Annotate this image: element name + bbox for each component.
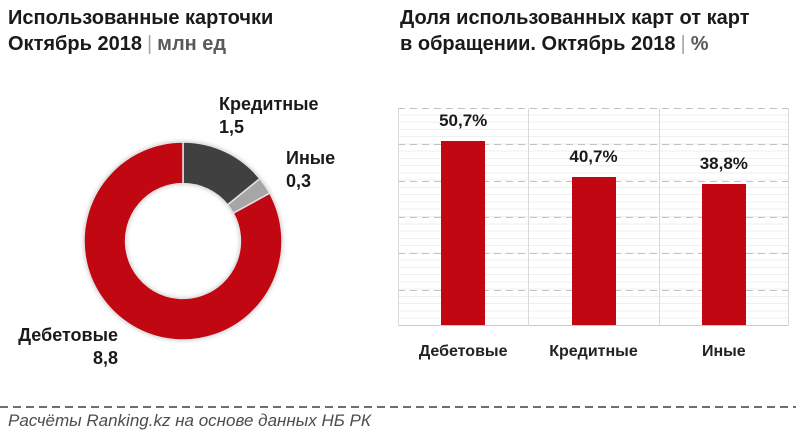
bar-value-label-дебетовые: 50,7% (439, 110, 488, 130)
left-chart-period: Октябрь 2018 (8, 33, 142, 55)
bar-chart-plot-area: 50,7% 40,7% 38,8% (398, 108, 789, 326)
donut-label-debit-value: 8,8 (92, 348, 118, 368)
donut-label-credit-name: Кредитные (219, 94, 319, 114)
category-label-дебетовые: Дебетовые (418, 343, 508, 360)
donut-label-credit-value: 1,5 (219, 117, 245, 137)
right-chart-unit: % (690, 33, 709, 55)
donut-label-debit: Дебетовые 8,8 (8, 324, 118, 370)
donut-label-credit: Кредитные 1,5 (219, 93, 319, 139)
right-chart-period: в обращении. Октябрь 2018 (400, 33, 676, 55)
left-chart-title-line2: Октябрь 2018 | млн ед (8, 31, 393, 57)
footer-source-note: Расчёты Ranking.kz на основе данных НБ Р… (8, 411, 371, 430)
right-chart-title: Доля использованных карт от карт в обращ… (400, 5, 796, 57)
major-gridline-60 (398, 108, 789, 109)
panel-border-3 (788, 108, 789, 326)
category-label-иные: Иные (701, 343, 746, 360)
donut-chart-svg (83, 141, 283, 341)
bar-chart-category-axis: Дебетовые Кредитные Иные (398, 343, 789, 363)
bar-value-label-кредитные: 40,7% (569, 147, 618, 167)
donut-label-debit-name: Дебетовые (18, 325, 118, 345)
left-title-separator: | (146, 33, 153, 55)
category-label-кредитные: Кредитные (549, 343, 638, 360)
bar-иные (701, 184, 746, 325)
left-chart-title-line1: Использованные карточки (8, 7, 274, 29)
left-chart-unit: млн ед (157, 33, 227, 55)
donut-label-other-value: 0,3 (286, 171, 312, 191)
left-chart-title: Использованные карточки Октябрь 2018 | млн… (8, 5, 393, 57)
panel-border-1 (528, 108, 530, 326)
donut-label-other-name: Иные (286, 148, 336, 168)
bar-value-label-иные: 38,8% (699, 154, 748, 174)
bar-дебетовые (441, 140, 486, 325)
right-chart-title-line2: в обращении. Октябрь 2018 |% (400, 31, 796, 57)
panel-border-2 (658, 108, 660, 326)
major-gridline-50 (398, 144, 789, 146)
donut-segment-дебетовые (83, 141, 283, 341)
footer-dashed-separator (0, 406, 796, 408)
right-chart-title-line1: Доля использованных карт от карт (400, 7, 750, 29)
donut-chart (73, 131, 293, 351)
x-axis-line (398, 325, 789, 326)
right-title-separator: | (680, 33, 686, 55)
bar-кредитные (571, 177, 616, 325)
donut-label-other: Иные 0,3 (286, 147, 335, 193)
panel-border-0 (398, 108, 399, 326)
